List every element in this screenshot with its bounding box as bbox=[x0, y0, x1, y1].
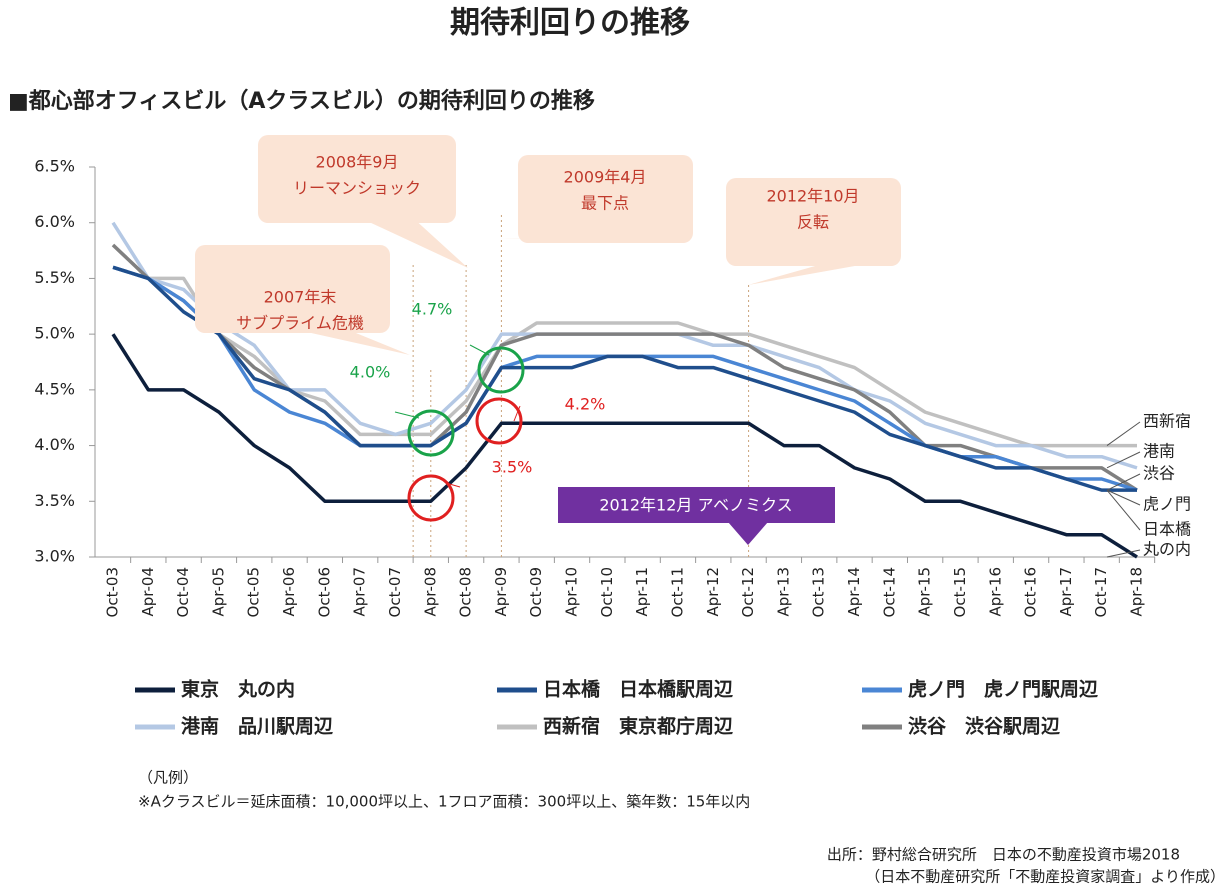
y-tick-label: 4.0% bbox=[34, 435, 75, 454]
x-tick-label: Apr-12 bbox=[704, 567, 722, 617]
x-tick-label: Apr-10 bbox=[563, 567, 581, 617]
circle-label: 3.5% bbox=[492, 458, 533, 477]
highlight-pointer bbox=[728, 522, 768, 545]
leader-line bbox=[1106, 451, 1141, 469]
circle-leader bbox=[445, 482, 461, 488]
chart-title: ■都心部オフィスビル（Aクラスビル）の期待利回りの推移 bbox=[8, 88, 595, 114]
x-tick-label: Apr-07 bbox=[351, 567, 369, 617]
highlight-box bbox=[558, 487, 835, 523]
legend-label: 西新宿 東京都庁周辺 bbox=[543, 715, 733, 738]
callout-pointer bbox=[366, 221, 468, 268]
leader-line bbox=[1106, 421, 1141, 446]
callout-box bbox=[195, 245, 390, 333]
highlight-text: 2012年12月 アベノミクス bbox=[599, 496, 792, 515]
x-tick-label: Apr-11 bbox=[633, 567, 651, 617]
x-tick-label: Apr-17 bbox=[1057, 567, 1075, 617]
highlight-circle bbox=[475, 397, 523, 445]
legend-label: 東京 丸の内 bbox=[181, 678, 295, 701]
x-tick-label: Apr-15 bbox=[916, 567, 934, 617]
leader-line bbox=[1106, 473, 1141, 491]
highlight-circle bbox=[407, 474, 455, 522]
x-tick-label: Apr-08 bbox=[421, 567, 439, 617]
x-tick-label: Oct-03 bbox=[104, 567, 122, 617]
note: （凡例） bbox=[138, 769, 198, 787]
callout-box bbox=[518, 155, 693, 243]
end-label: 西新宿 bbox=[1143, 412, 1191, 431]
callout-text: 反転 bbox=[797, 213, 829, 232]
end-label: 丸の内 bbox=[1143, 540, 1191, 559]
leader-line bbox=[1106, 549, 1141, 558]
x-tick-label: Oct-08 bbox=[457, 567, 475, 617]
x-tick-label: Oct-06 bbox=[315, 567, 333, 617]
callout-text: 2007年末 bbox=[264, 288, 337, 307]
callout-box bbox=[258, 135, 456, 223]
y-tick-label: 5.0% bbox=[34, 324, 75, 343]
circle-label: 4.0% bbox=[350, 363, 391, 382]
circle-leader bbox=[469, 344, 490, 356]
callout-text: 2012年10月 bbox=[766, 187, 859, 206]
callout-text: サブプライム危機 bbox=[236, 314, 364, 333]
circle-leader bbox=[394, 411, 420, 419]
x-tick-label: Oct-09 bbox=[527, 567, 545, 617]
x-tick-label: Oct-11 bbox=[668, 567, 686, 617]
x-tick-label: Oct-17 bbox=[1092, 567, 1110, 617]
callout-text: 最下点 bbox=[581, 194, 629, 213]
legend-label: 日本橋 日本橋駅周辺 bbox=[543, 678, 733, 701]
note: ※Aクラスビル＝延床面積：10,000坪以上、1フロア面積：300坪以上、築年数… bbox=[138, 793, 750, 811]
x-tick-label: Apr-18 bbox=[1128, 567, 1146, 617]
callout-pointer bbox=[748, 264, 866, 285]
circle-leader bbox=[513, 405, 521, 422]
callout-pointer bbox=[302, 331, 410, 355]
source: （日本不動産研究所「不動産投資家調査」より作成） bbox=[865, 868, 1225, 886]
end-label: 渋谷 bbox=[1143, 464, 1175, 483]
x-tick-label: Oct-12 bbox=[739, 567, 757, 617]
end-label: 港南 bbox=[1143, 442, 1175, 461]
x-tick-label: Oct-14 bbox=[880, 567, 898, 617]
x-tick-label: Oct-10 bbox=[598, 567, 616, 617]
y-tick-label: 3.0% bbox=[34, 547, 75, 566]
highlight-circle bbox=[477, 346, 525, 394]
callout-text: 2008年9月 bbox=[316, 153, 399, 172]
highlight-circle bbox=[407, 409, 455, 457]
y-tick-label: 6.5% bbox=[34, 157, 75, 176]
circle-label: 4.2% bbox=[565, 395, 606, 414]
callout-box bbox=[726, 178, 901, 266]
circle-label: 4.7% bbox=[412, 300, 453, 319]
x-tick-label: Oct-05 bbox=[245, 567, 263, 617]
y-tick-label: 6.0% bbox=[34, 212, 75, 231]
page-title: 期待利回りの推移 bbox=[450, 6, 690, 41]
leader-line bbox=[1106, 489, 1141, 531]
x-tick-label: Oct-13 bbox=[810, 567, 828, 617]
series-line bbox=[111, 243, 1138, 492]
legend-label: 渋谷 渋谷駅周辺 bbox=[908, 715, 1060, 738]
x-tick-label: Oct-04 bbox=[174, 567, 192, 617]
series-line bbox=[112, 265, 1137, 492]
y-tick-label: 4.5% bbox=[34, 379, 75, 398]
x-tick-label: Apr-04 bbox=[139, 567, 157, 617]
legend-label: 虎ノ門 虎ノ門駅周辺 bbox=[908, 678, 1098, 701]
y-tick-label: 5.5% bbox=[34, 268, 75, 287]
x-tick-label: Apr-13 bbox=[774, 567, 792, 617]
y-tick-label: 3.5% bbox=[34, 491, 75, 510]
x-tick-label: Apr-16 bbox=[986, 567, 1004, 617]
x-tick-label: Apr-06 bbox=[280, 567, 298, 617]
series-line bbox=[111, 333, 1138, 559]
legend-label: 港南 品川駅周辺 bbox=[181, 716, 333, 738]
x-tick-label: Oct-07 bbox=[386, 567, 404, 617]
x-tick-label: Oct-15 bbox=[951, 567, 969, 617]
callout-text: リーマンショック bbox=[293, 179, 421, 198]
x-tick-label: Apr-14 bbox=[845, 567, 863, 617]
source: 出所：野村総合研究所 日本の不動産投資市場2018 bbox=[827, 846, 1180, 864]
x-tick-label: Apr-05 bbox=[209, 567, 227, 617]
x-tick-label: Oct-16 bbox=[1022, 567, 1040, 617]
x-tick-label: Apr-09 bbox=[492, 567, 510, 617]
end-label: 虎ノ門 bbox=[1143, 495, 1191, 514]
end-label: 日本橋 bbox=[1143, 520, 1191, 539]
callout-text: 2009年4月 bbox=[564, 168, 647, 187]
leader-line bbox=[1106, 489, 1141, 506]
